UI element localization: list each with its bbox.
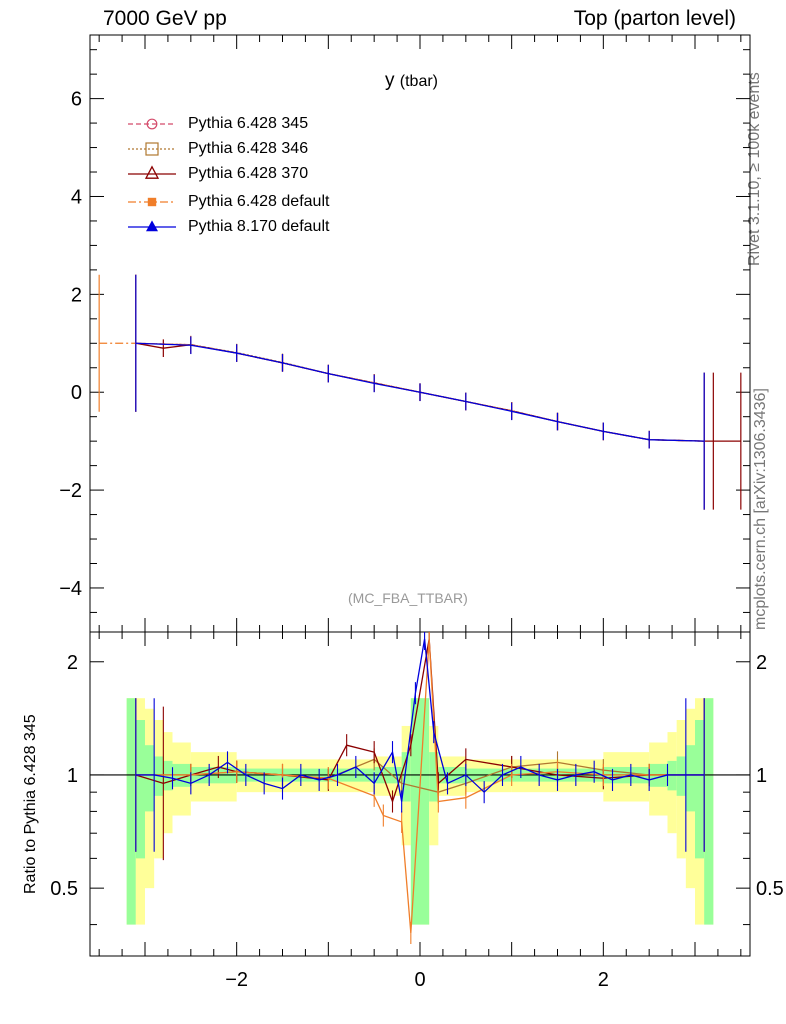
- energy-label: 7000 GeV pp: [103, 7, 227, 30]
- green-band: [667, 760, 677, 791]
- series-5: [135, 274, 705, 510]
- green-band: [429, 752, 439, 802]
- ratio-series-4: [135, 632, 705, 852]
- plot-title-main: y: [385, 70, 395, 91]
- upper-frame: [89, 34, 751, 633]
- ytick-label-lower: 0.5: [50, 878, 78, 900]
- series-line: [99, 342, 705, 442]
- ytick-label-upper: 0: [71, 382, 82, 404]
- green-band: [145, 745, 155, 812]
- analysis-label: (MC_FBA_TTBAR): [348, 590, 468, 606]
- ytick-label-lower-right: 1: [756, 765, 767, 787]
- ytick-label-upper: 6: [71, 89, 82, 111]
- ytick-label-upper: 2: [71, 284, 82, 306]
- ytick-label-lower-right: 0.5: [756, 878, 784, 900]
- green-band: [401, 752, 411, 802]
- green-band: [410, 698, 420, 925]
- ratio-line: [135, 638, 705, 802]
- green-band: [163, 760, 173, 791]
- legend-marker: [144, 165, 160, 179]
- legend-label-1: Pythia 6.428 345: [188, 115, 309, 132]
- green-band: [126, 698, 136, 925]
- green-band: [704, 698, 714, 925]
- green-band: [685, 745, 695, 812]
- series-line: [135, 342, 741, 442]
- legend-marker: [145, 142, 159, 156]
- series-4: [98, 274, 705, 510]
- legend-marker: [146, 118, 158, 130]
- ytick-label-lower: 2: [67, 652, 78, 674]
- series-3: [135, 274, 742, 510]
- plot-title-suffix: (tbar): [399, 73, 439, 90]
- ytick-label-upper: 4: [71, 186, 82, 208]
- ytick-label-lower: 1: [67, 765, 78, 787]
- ytick-label-upper: −2: [59, 480, 82, 502]
- green-band: [135, 720, 145, 859]
- green-band: [676, 756, 686, 796]
- legend-label-3: Pythia 6.428 370: [188, 165, 309, 182]
- ytick-label-lower-right: 2: [756, 652, 767, 674]
- plot-title: y (tbar): [385, 70, 438, 92]
- xtick-label: 2: [598, 969, 609, 991]
- xtick-label: 0: [414, 969, 425, 991]
- legend-marker: [146, 220, 158, 232]
- ytick-label-upper: −4: [59, 578, 82, 600]
- process-label: Top (parton level): [573, 7, 736, 30]
- legend-label-4: Pythia 6.428 default: [188, 193, 330, 210]
- xtick-label: −2: [225, 969, 248, 991]
- green-band: [695, 720, 705, 859]
- legend-label-2: Pythia 6.428 346: [188, 140, 309, 157]
- legend-label-5: Pythia 8.170 default: [188, 218, 330, 235]
- legend-marker: [147, 197, 157, 207]
- green-band: [420, 698, 430, 925]
